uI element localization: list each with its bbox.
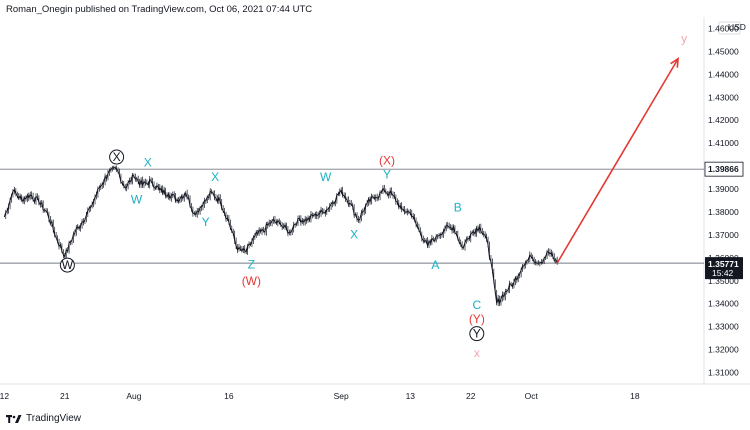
x-tick-label: Sep xyxy=(334,391,349,401)
y-tick-label: 1.33000 xyxy=(708,322,739,332)
wave-label: (Y) xyxy=(469,312,485,326)
wave-label: A xyxy=(431,258,439,272)
x-tick-label: Aug xyxy=(126,391,141,401)
y-tick-label: 1.38000 xyxy=(708,207,739,217)
x-tick-label: 13 xyxy=(406,391,416,401)
x-tick-label: 12 xyxy=(0,391,9,401)
wave-label: X xyxy=(144,156,152,170)
last-price-time: 15:42 xyxy=(712,268,734,278)
plot-area[interactable] xyxy=(0,17,704,384)
projection-arrowhead-icon xyxy=(670,57,680,68)
projection-arrow[interactable] xyxy=(556,57,680,264)
price-axis[interactable]: USD 1.46000 1.45000 1.44000 1.43000 1.42000 1… xyxy=(708,21,746,378)
publisher-header: Roman_Onegin published on TradingView.co… xyxy=(6,4,313,15)
y-tick-label: 1.39000 xyxy=(708,184,739,194)
y-tick-label: 1.31000 xyxy=(708,368,739,378)
wave-label: (X) xyxy=(379,153,395,167)
y-tick-label: 1.41000 xyxy=(708,138,739,148)
last-price-label: 1.35771 xyxy=(708,259,739,269)
wave-label: y xyxy=(681,32,687,46)
wave-label: B xyxy=(454,201,462,215)
wave-label: x xyxy=(474,346,480,360)
wave-label: Y xyxy=(473,327,481,341)
time-axis[interactable]: 12 21 Aug 16 Sep 13 22 Oct 18 xyxy=(0,391,640,401)
currency-label: USD xyxy=(728,22,746,32)
tradingview-logo-icon xyxy=(6,414,22,424)
wave-label: W xyxy=(320,170,332,184)
y-tick-label: 1.44000 xyxy=(708,69,739,79)
x-tick-label: 18 xyxy=(630,391,640,401)
wave-label: C xyxy=(472,298,481,312)
footer-brand: TradingView xyxy=(26,413,82,424)
wave-label: X xyxy=(113,150,121,164)
wave-label: W xyxy=(131,192,143,206)
y-tick-label: 1.32000 xyxy=(708,345,739,355)
y-tick-label: 1.42000 xyxy=(708,115,739,125)
footer: TradingView xyxy=(6,413,81,424)
wave-circle-icon xyxy=(469,326,485,342)
wave-label: Y xyxy=(202,215,210,229)
x-tick-label: Oct xyxy=(525,391,539,401)
price-line xyxy=(3,166,558,305)
projection-line[interactable] xyxy=(556,58,679,264)
price-series xyxy=(3,165,558,307)
y-tick-label: 1.43000 xyxy=(708,92,739,102)
x-tick-label: 21 xyxy=(60,391,70,401)
wave-label: X xyxy=(350,227,358,241)
wave-label: X xyxy=(211,170,219,184)
y-tick-label: 1.45000 xyxy=(708,46,739,56)
y-tick-label: 1.46000 xyxy=(708,23,739,33)
wave-circle-icon xyxy=(109,149,125,165)
wave-label: W xyxy=(62,258,74,272)
y-tick-label: 1.37000 xyxy=(708,230,739,240)
wave-label: Z xyxy=(248,258,255,272)
horizontal-levels[interactable] xyxy=(0,168,704,264)
resistance-tag-label: 1.39866 xyxy=(708,164,739,174)
y-tick-label: 1.35000 xyxy=(708,276,739,286)
y-tick-label: 1.34000 xyxy=(708,299,739,309)
wave-label: (W) xyxy=(242,274,261,288)
x-tick-label: 16 xyxy=(224,391,234,401)
x-tick-label: 22 xyxy=(466,391,476,401)
wave-circle-icon xyxy=(59,257,75,273)
currency-box[interactable] xyxy=(718,21,741,35)
resistance-price-tag xyxy=(704,161,744,177)
last-price-tag xyxy=(705,257,743,280)
wave-label: Y xyxy=(383,168,391,182)
